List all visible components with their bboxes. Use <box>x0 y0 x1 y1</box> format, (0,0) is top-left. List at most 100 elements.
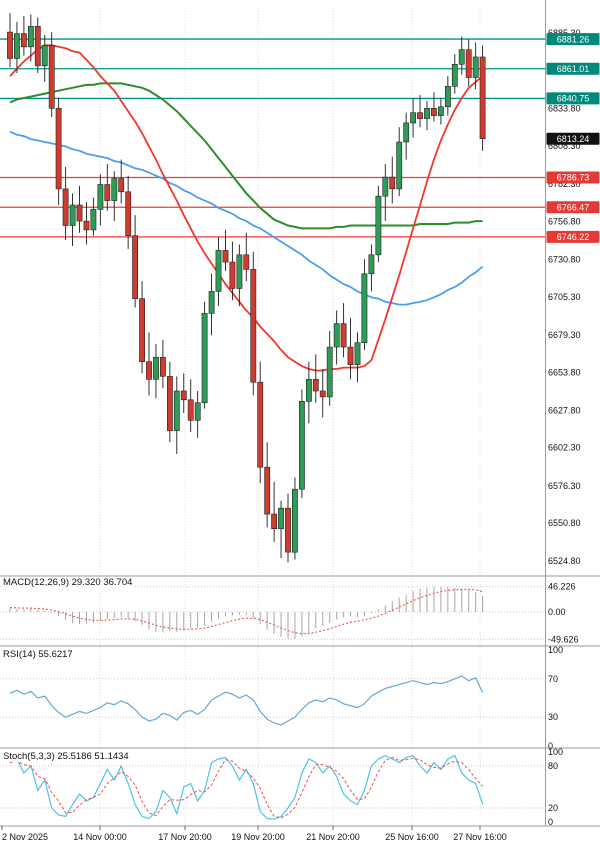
price-axis-label: 6808.30 <box>548 141 581 151</box>
price-axis-label: 6679.30 <box>548 330 581 340</box>
price-axis-label: 6833.80 <box>548 104 581 114</box>
ma-green-line <box>9 82 483 230</box>
price-axis-label: 6602.30 <box>548 443 581 453</box>
support-price-badge-label: 6746.22 <box>557 232 590 242</box>
stoch-axis-label: 100 <box>548 747 563 757</box>
stoch-axis-label: 0 <box>548 817 553 827</box>
candle-up <box>368 254 375 275</box>
price-axis-label: 6524.80 <box>548 556 581 566</box>
ma-red-line <box>9 44 484 372</box>
time-axis-label: 21 Nov 20:00 <box>306 832 360 842</box>
candle-down <box>222 250 229 263</box>
time-gridlines <box>99 8 481 826</box>
candle-up <box>305 378 312 402</box>
price-axis-label: 6730.80 <box>548 255 581 265</box>
candle-down <box>20 33 27 48</box>
candle-down <box>104 184 111 201</box>
ma-blue-line <box>9 130 484 306</box>
candle-up <box>396 141 403 190</box>
rsi-axis-label: 70 <box>548 674 558 684</box>
candle-up <box>458 49 465 65</box>
price-axis-label: 6782.30 <box>548 179 581 189</box>
resistance-price-badge <box>546 92 600 105</box>
support-price-badge <box>546 230 600 243</box>
candle-up <box>333 323 340 348</box>
candles <box>7 13 486 563</box>
candle-down <box>430 108 437 116</box>
candle-down <box>285 507 291 553</box>
candle-down <box>48 44 55 109</box>
candle-up <box>278 507 284 530</box>
candle-down <box>146 361 152 380</box>
macd-axis-label: 46.226 <box>548 582 576 592</box>
macd-histogram <box>9 586 484 639</box>
resistance-price-badge-label: 6840.75 <box>557 94 590 104</box>
candle-up <box>27 25 34 48</box>
candle-down <box>7 31 13 59</box>
candle-up <box>69 204 76 226</box>
candle-down <box>229 261 236 289</box>
candle-down <box>250 269 257 383</box>
candle-down <box>76 204 83 222</box>
candle-up <box>437 106 444 116</box>
candle-down <box>347 346 354 366</box>
candle-down <box>340 323 347 348</box>
stoch-axis-label: 20 <box>548 803 558 813</box>
candle-up <box>14 33 20 59</box>
candle-up <box>291 488 298 553</box>
rsi-line <box>9 675 484 726</box>
candle-up <box>298 400 305 490</box>
price-axis-label: 6550.80 <box>548 518 581 528</box>
candle-up <box>111 178 118 201</box>
candle-up <box>403 122 410 143</box>
candle-up <box>444 86 451 108</box>
candle-up <box>472 56 479 78</box>
support-price-badge <box>546 201 600 214</box>
candle-down <box>319 390 326 398</box>
stoch-d-line <box>9 757 483 819</box>
candle-down <box>118 178 125 193</box>
candle-up <box>97 184 104 210</box>
time-axis-label: 17 Nov 20:00 <box>158 832 212 842</box>
candle-down <box>389 176 396 190</box>
stoch-axis-label: 80 <box>548 761 558 771</box>
candle-up <box>451 64 458 87</box>
price-axis-label: 6627.80 <box>548 405 581 415</box>
candle-up <box>375 195 382 256</box>
candle-down <box>34 25 41 67</box>
candle-down <box>62 188 69 226</box>
resistance-price-badge <box>546 62 600 75</box>
resistance-price-badge-label: 6881.26 <box>557 34 590 44</box>
candle-down <box>465 49 472 78</box>
candle-down <box>139 298 145 363</box>
candle-down <box>160 356 166 377</box>
candle-down <box>83 220 90 231</box>
price-axis[interactable]: 6885.306833.806808.306782.306756.806730.… <box>546 28 600 827</box>
time-axis-label: 19 Nov 20:00 <box>231 832 285 842</box>
support-price-badge-label: 6786.73 <box>557 173 590 183</box>
candle-down <box>180 390 187 401</box>
candle-up <box>41 44 48 67</box>
candle-down <box>257 381 264 468</box>
candle-up <box>326 346 333 398</box>
time-axis-label: 2 Nov 2025 <box>2 832 48 842</box>
rsi-axis-label: 100 <box>548 645 563 655</box>
stoch-panel-title: Stoch(5,3,3) 25.5186 51.1434 <box>1 751 131 762</box>
macd-axis-label: -49.626 <box>548 634 579 644</box>
current-price-badge-label: 6813.24 <box>557 134 590 144</box>
price-level-lines[interactable] <box>0 38 546 238</box>
macd-axis-label: 0.00 <box>548 607 566 617</box>
resistance-price-badge-label: 6861.01 <box>557 64 590 74</box>
candle-up <box>90 209 97 231</box>
time-axis[interactable]: 2 Nov 2025 14 Nov 00:00 17 Nov 20:00 19 Nov… <box>1 826 507 842</box>
candle-up <box>194 402 201 421</box>
candle-down <box>417 112 423 119</box>
time-axis-label: 25 Nov 16:00 <box>385 832 439 842</box>
candle-up <box>361 273 368 343</box>
candle-up <box>173 390 180 431</box>
price-axis-label: 6756.80 <box>548 216 581 226</box>
candle-down <box>479 56 486 139</box>
candle-down <box>55 108 62 190</box>
